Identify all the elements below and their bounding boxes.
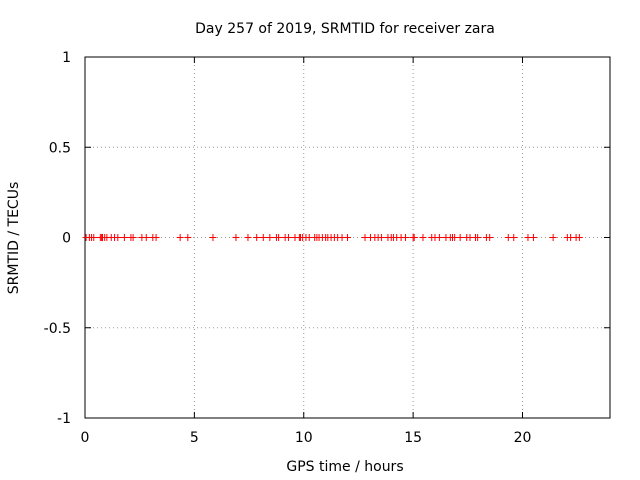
data-point — [549, 234, 557, 241]
x-tick-label: 15 — [404, 430, 422, 446]
data-point — [275, 234, 283, 241]
data-point — [90, 234, 98, 241]
x-axis-label: GPS time / hours — [286, 459, 403, 475]
x-tick-label: 5 — [190, 430, 199, 446]
data-point — [266, 234, 274, 241]
data-point — [401, 234, 409, 241]
data-point — [575, 234, 583, 241]
data-point — [114, 234, 122, 241]
data-point — [344, 234, 351, 241]
data-point — [259, 234, 267, 241]
data-point — [120, 234, 128, 241]
data-point — [486, 234, 494, 241]
data-point — [142, 234, 150, 241]
data-point — [377, 234, 385, 241]
x-tick-label: 20 — [514, 430, 532, 446]
data-point — [284, 234, 292, 241]
data-point — [232, 234, 240, 241]
data-point — [410, 234, 418, 241]
y-axis-label: SRMTID / TECUs — [6, 182, 22, 295]
x-tick-label: 0 — [81, 430, 90, 446]
data-point — [176, 234, 184, 241]
y-tick-label: 1 — [62, 50, 71, 66]
data-point — [253, 234, 261, 241]
data-point — [129, 234, 137, 241]
y-tick-label: -0.5 — [44, 321, 71, 337]
axis-ticks: -1-0.500.510 5 10 15 20 — [44, 50, 610, 446]
data-point — [184, 234, 192, 241]
data-points — [82, 234, 583, 241]
y-tick-label: -1 — [57, 411, 71, 427]
data-point — [456, 234, 464, 241]
x-tick-label: 10 — [295, 430, 313, 446]
data-point — [529, 234, 537, 241]
data-point — [474, 234, 482, 241]
y-tick-label: 0.5 — [49, 140, 71, 156]
data-point — [209, 234, 217, 241]
y-tick-label: 0 — [62, 231, 71, 247]
data-point — [435, 234, 443, 241]
data-point — [152, 234, 160, 241]
data-point — [419, 234, 427, 241]
data-point — [510, 234, 518, 241]
chart-title: Day 257 of 2019, SRMTID for receiver zar… — [195, 21, 495, 37]
data-point — [244, 234, 252, 241]
